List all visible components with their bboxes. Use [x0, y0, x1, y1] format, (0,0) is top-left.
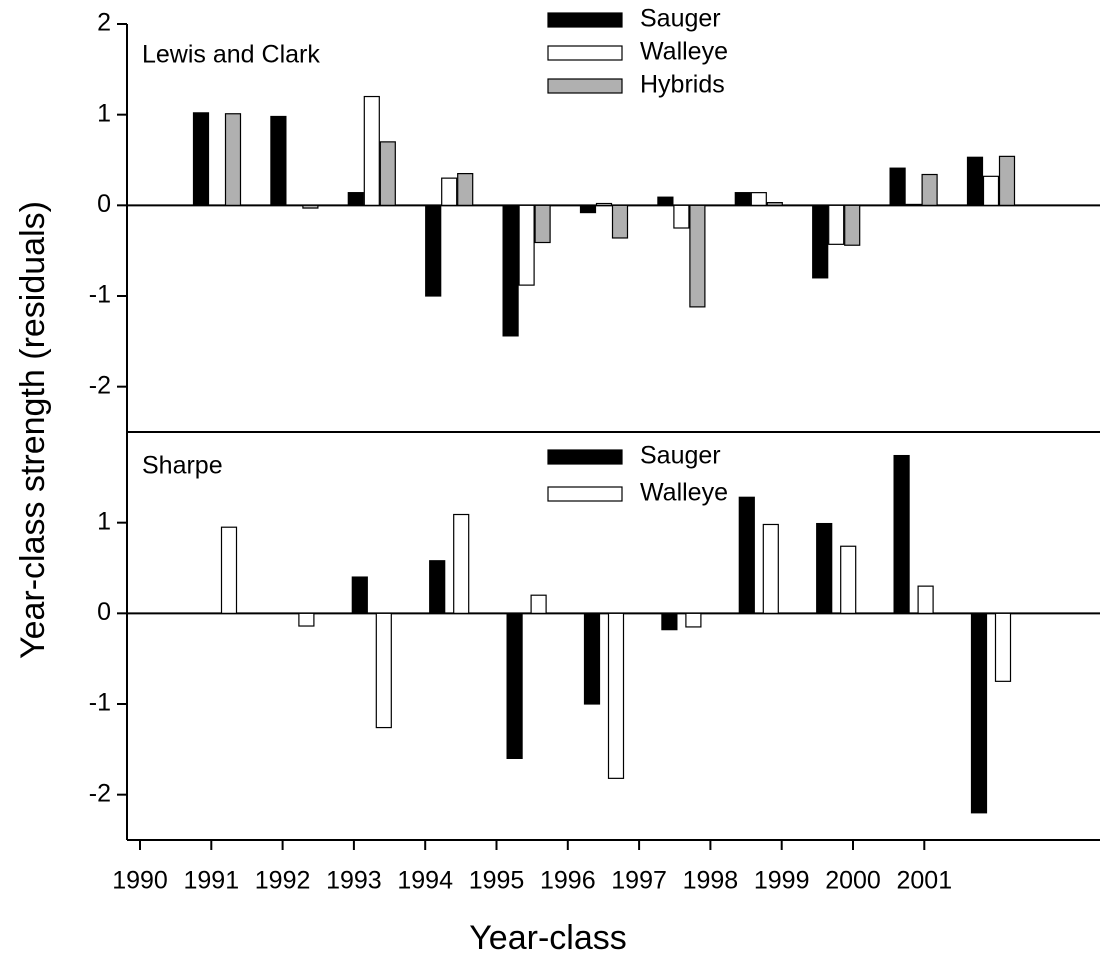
- x-tick-label: 1998: [683, 867, 739, 895]
- legend-swatch: [547, 45, 623, 61]
- bar: [921, 173, 938, 206]
- bar: [750, 192, 767, 206]
- bar: [192, 112, 210, 206]
- legend-swatch: [547, 486, 623, 502]
- bar: [840, 545, 857, 614]
- legend-label: Sauger: [640, 5, 721, 33]
- y-tick-label: 0: [97, 190, 111, 218]
- bar: [970, 612, 988, 814]
- y-tick-label: -1: [89, 689, 111, 717]
- bar: [224, 113, 242, 206]
- bar: [270, 115, 287, 206]
- bar: [425, 204, 442, 297]
- bar: [828, 204, 845, 245]
- y-tick-label: 1: [97, 99, 111, 127]
- bar: [457, 173, 474, 206]
- x-tick-label: 1999: [754, 867, 810, 895]
- x-tick-label: 2000: [825, 867, 881, 895]
- bar: [298, 612, 315, 627]
- legend-label: Walleye: [640, 38, 728, 66]
- bar: [661, 612, 678, 631]
- bar: [673, 204, 690, 229]
- bar: [579, 204, 597, 214]
- y-tick-label: -2: [89, 779, 111, 807]
- panel-label: Lewis and Clark: [142, 41, 320, 69]
- x-axis-title: Year-class: [469, 919, 626, 957]
- bar: [893, 454, 910, 614]
- bar: [689, 204, 706, 308]
- x-tick-label: 1996: [540, 867, 596, 895]
- legend-swatch: [547, 449, 623, 465]
- y-tick-label: 2: [97, 9, 111, 37]
- y-tick-label: -1: [89, 281, 111, 309]
- x-tick-label: 2001: [896, 867, 952, 895]
- bar: [429, 560, 446, 614]
- bar: [347, 192, 364, 206]
- bar: [583, 612, 601, 705]
- bar: [766, 202, 783, 206]
- bar: [518, 204, 535, 286]
- bar: [734, 192, 751, 206]
- bar: [982, 175, 1000, 206]
- bar: [351, 576, 368, 614]
- bar: [657, 196, 674, 206]
- bar: [363, 95, 380, 206]
- bar: [220, 526, 238, 614]
- x-tick-label: 1994: [397, 867, 453, 895]
- bar: [998, 155, 1016, 206]
- bar: [685, 612, 702, 628]
- bar: [889, 167, 906, 206]
- bar: [534, 204, 551, 244]
- bar: [375, 612, 392, 729]
- y-tick-label: 1: [97, 507, 111, 535]
- bar: [611, 204, 629, 239]
- bar: [506, 612, 523, 759]
- x-tick-label: 1993: [326, 867, 382, 895]
- legend-label: Walleye: [640, 479, 728, 507]
- x-tick-label: 1995: [469, 867, 525, 895]
- y-tick-label: -2: [89, 371, 111, 399]
- bar: [844, 204, 861, 246]
- x-tick-label: 1997: [611, 867, 667, 895]
- bar: [595, 202, 613, 206]
- legend-label: Sauger: [640, 442, 721, 470]
- bar: [607, 612, 625, 779]
- bar: [453, 513, 470, 614]
- y-axis-title: Year-class strength (residuals): [14, 201, 52, 659]
- legend-swatch: [547, 12, 623, 28]
- bar: [994, 612, 1012, 682]
- panel-label: Sharpe: [142, 452, 223, 480]
- bar: [905, 203, 922, 206]
- y-tick-label: 0: [97, 598, 111, 626]
- bar: [762, 523, 779, 614]
- bar: [816, 522, 833, 614]
- bar: [966, 156, 984, 206]
- x-tick-label: 1990: [112, 867, 168, 895]
- bar: [812, 204, 829, 279]
- bar: [530, 594, 547, 614]
- bar: [502, 204, 519, 337]
- x-tick-label: 1991: [183, 867, 239, 895]
- x-tick-label: 1992: [255, 867, 311, 895]
- legend-swatch: [547, 78, 623, 94]
- bar: [917, 585, 934, 614]
- legend-label: Hybrids: [640, 71, 725, 99]
- bar: [441, 177, 458, 206]
- bar: [302, 204, 319, 209]
- bar: [379, 141, 396, 206]
- bar: [738, 496, 755, 614]
